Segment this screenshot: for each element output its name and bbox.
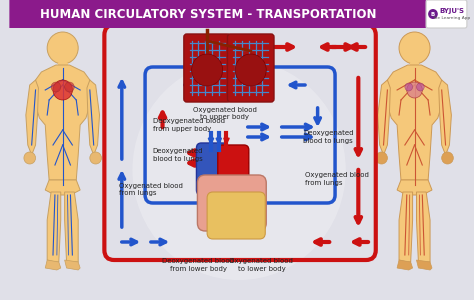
Polygon shape [9,0,441,28]
Text: Deoxygenated
blood to lungs: Deoxygenated blood to lungs [153,148,203,161]
FancyBboxPatch shape [218,145,249,193]
Circle shape [51,82,61,92]
Text: The Learning App: The Learning App [432,16,471,20]
FancyBboxPatch shape [184,34,230,102]
Polygon shape [87,80,100,155]
Polygon shape [26,80,38,155]
Polygon shape [45,180,80,195]
Circle shape [376,152,387,164]
Circle shape [442,152,453,164]
Polygon shape [387,65,442,180]
Text: Oxygenated blood
from lungs: Oxygenated blood from lungs [119,183,183,196]
Circle shape [428,9,438,19]
Polygon shape [397,180,432,195]
Polygon shape [417,260,432,270]
FancyBboxPatch shape [207,192,265,239]
Circle shape [90,152,101,164]
Polygon shape [378,80,390,155]
FancyBboxPatch shape [196,143,228,195]
Polygon shape [58,63,67,68]
Polygon shape [47,192,61,262]
Polygon shape [45,260,61,270]
Circle shape [24,152,36,164]
Polygon shape [36,65,90,180]
Polygon shape [64,260,80,270]
Circle shape [47,32,78,64]
Circle shape [235,54,266,86]
Circle shape [417,83,424,91]
Circle shape [132,60,346,280]
Text: Deoxygenated blood
from lower body: Deoxygenated blood from lower body [163,258,234,272]
Polygon shape [399,192,412,262]
Text: Oxygenated blood
to upper body: Oxygenated blood to upper body [192,107,256,121]
Circle shape [191,54,223,86]
Text: BYJU'S: BYJU'S [439,8,464,14]
Circle shape [64,82,74,92]
Polygon shape [439,80,451,155]
Circle shape [399,32,430,64]
Circle shape [407,82,422,98]
Polygon shape [397,260,412,270]
Text: B: B [431,11,435,16]
FancyBboxPatch shape [228,34,274,102]
FancyBboxPatch shape [426,0,467,28]
Circle shape [53,80,73,100]
Circle shape [405,83,412,91]
Polygon shape [64,192,78,262]
Text: Deoxygenated blood
from upper body: Deoxygenated blood from upper body [153,118,225,131]
Text: Deoxygenated
blood to lungs: Deoxygenated blood to lungs [303,130,354,143]
FancyBboxPatch shape [197,175,266,231]
Polygon shape [410,63,419,68]
Polygon shape [417,192,430,262]
Text: Oxygenated blood
from lungs: Oxygenated blood from lungs [305,172,369,185]
Text: Oxygenated blood
to lower body: Oxygenated blood to lower body [229,258,293,272]
Text: HUMAN CIRCULATORY SYSTEM - TRANSPORTATION: HUMAN CIRCULATORY SYSTEM - TRANSPORTATIO… [40,8,376,21]
